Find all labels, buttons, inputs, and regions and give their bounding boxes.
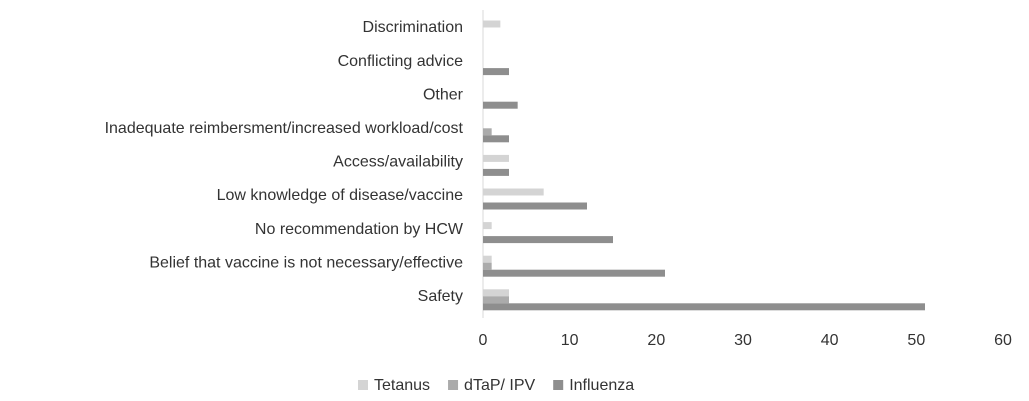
y-tick-label: Safety	[418, 288, 463, 305]
y-tick-label: Discrimination	[363, 19, 463, 36]
legend-swatch	[553, 380, 564, 390]
bar	[483, 128, 492, 136]
x-tick-label: 50	[907, 332, 925, 349]
y-tick-label: Inadequate reimbersment/increased worklo…	[105, 120, 464, 137]
legend-label: Influenza	[569, 377, 634, 394]
bar	[483, 202, 587, 210]
bar	[483, 154, 509, 162]
legend-swatch	[448, 380, 459, 390]
y-tick-label: Low knowledge of disease/vaccine	[217, 187, 463, 204]
bar	[483, 188, 544, 196]
bar	[483, 135, 509, 143]
bar	[483, 20, 501, 28]
legend-label: Tetanus	[374, 377, 430, 394]
bar	[483, 262, 492, 270]
y-tick-label: Access/availability	[333, 154, 463, 171]
bar	[483, 289, 509, 297]
bar	[483, 101, 518, 109]
x-tick-label: 40	[821, 332, 839, 349]
x-tick-label: 10	[561, 332, 579, 349]
legend-label: dTaP/ IPV	[464, 377, 535, 394]
x-tick-label: 20	[647, 332, 665, 349]
bar	[483, 222, 492, 230]
y-tick-label: Belief that vaccine is not necessary/eff…	[149, 254, 463, 271]
bar	[483, 303, 925, 311]
bar	[483, 269, 665, 277]
y-tick-label: Other	[423, 86, 464, 103]
bar	[483, 236, 613, 244]
y-tick-label: No recommendation by HCW	[255, 221, 464, 238]
bar	[483, 68, 509, 76]
bar	[483, 168, 509, 176]
bar	[483, 296, 509, 304]
x-tick-label: 0	[479, 332, 488, 349]
x-tick-label: 60	[994, 332, 1012, 349]
y-tick-label: Conflicting advice	[338, 53, 464, 70]
x-tick-label: 30	[734, 332, 752, 349]
bar	[483, 255, 492, 263]
legend-swatch	[358, 380, 368, 390]
